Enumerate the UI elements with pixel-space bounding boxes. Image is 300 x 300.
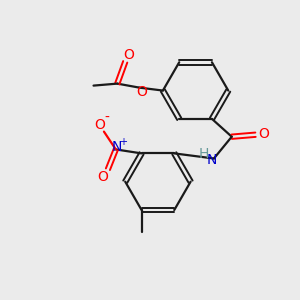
Text: O: O bbox=[98, 170, 108, 184]
Text: N: N bbox=[112, 140, 122, 154]
Text: N: N bbox=[207, 154, 217, 167]
Text: O: O bbox=[258, 127, 269, 141]
Text: O: O bbox=[136, 85, 148, 98]
Text: -: - bbox=[104, 111, 109, 125]
Text: H: H bbox=[199, 146, 209, 161]
Text: O: O bbox=[123, 48, 134, 62]
Text: +: + bbox=[119, 136, 127, 146]
Text: O: O bbox=[94, 118, 105, 132]
